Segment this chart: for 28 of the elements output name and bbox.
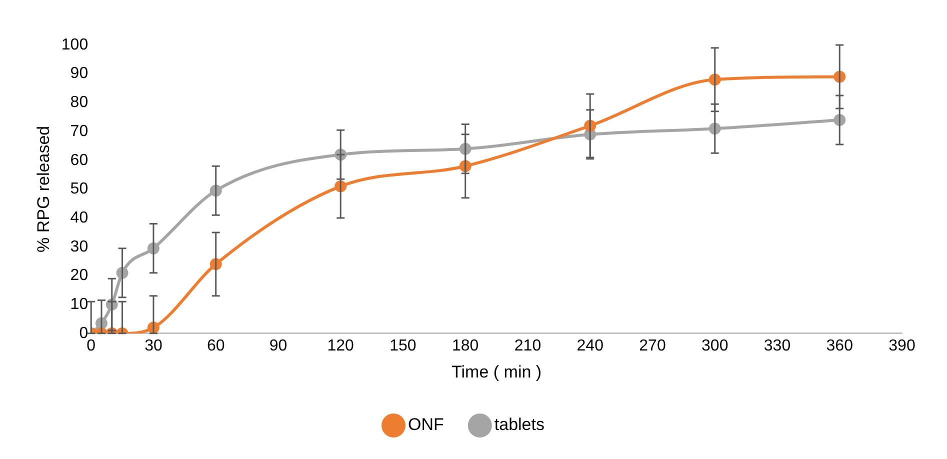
x-tick-label: 270 bbox=[639, 337, 666, 354]
y-tick-label: 80 bbox=[70, 94, 88, 112]
y-tick-label: 100 bbox=[61, 36, 88, 54]
y-tick-label: 10 bbox=[70, 296, 88, 313]
legend-label: ONF bbox=[408, 415, 444, 434]
y-tick-label: 40 bbox=[70, 209, 88, 226]
x-tick-label: 360 bbox=[826, 337, 854, 354]
x-tick-label: 120 bbox=[327, 337, 354, 354]
x-tick-label: 330 bbox=[764, 337, 791, 354]
x-tick-label: 300 bbox=[702, 337, 728, 354]
y-axis-title: % RPG released bbox=[34, 126, 53, 253]
y-tick-label: 60 bbox=[70, 152, 88, 169]
y-tick-label: 30 bbox=[70, 238, 88, 256]
x-tick-label: 90 bbox=[269, 337, 288, 354]
x-tick-label: 60 bbox=[206, 337, 225, 354]
y-tick-label: 50 bbox=[70, 180, 88, 198]
x-tick-label: 390 bbox=[888, 337, 916, 354]
y-tick-label: 90 bbox=[70, 65, 88, 82]
x-tick-label: 30 bbox=[144, 337, 162, 354]
y-tick-label: 20 bbox=[70, 267, 88, 284]
x-axis-title: Time ( min ) bbox=[452, 362, 542, 382]
legend-label: tablets bbox=[494, 415, 544, 434]
y-tick-label: 0 bbox=[79, 324, 88, 342]
y-tick-label: 70 bbox=[70, 122, 88, 140]
x-tick-label: 210 bbox=[514, 337, 542, 354]
x-tick-label: 240 bbox=[576, 337, 604, 354]
x-tick-label: 150 bbox=[390, 337, 416, 354]
x-tick-label: 180 bbox=[452, 337, 479, 354]
